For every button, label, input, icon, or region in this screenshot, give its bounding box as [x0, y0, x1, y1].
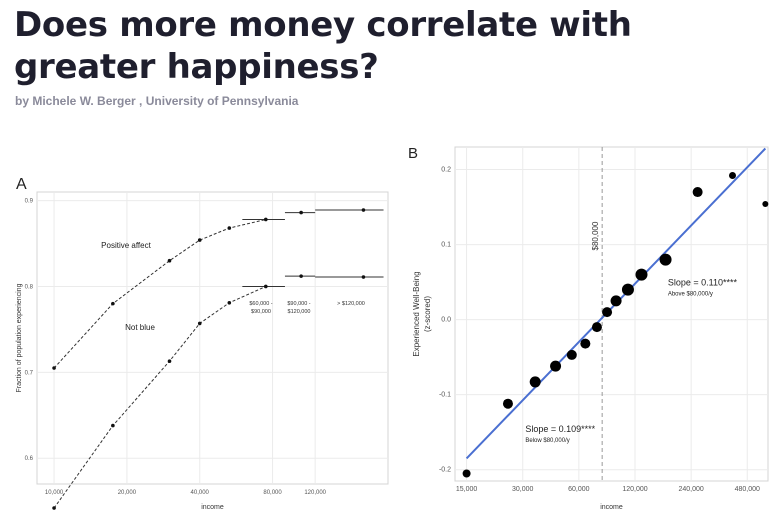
byline-separator: ,: [135, 94, 146, 108]
data-point: [111, 301, 115, 306]
series-label-not-blue: Not blue: [125, 323, 155, 332]
series-line-not-blue: [53, 286, 266, 509]
data-point: [227, 226, 232, 230]
panel-label-b: B: [408, 145, 418, 162]
x-axis-label: income: [600, 504, 623, 511]
y-tick-label: 0.0: [441, 317, 451, 324]
y-tick-label: 0.9: [25, 199, 34, 205]
data-point: [111, 423, 115, 428]
data-point: [635, 268, 648, 281]
data-point: [729, 172, 737, 180]
slope-annotation: Slope = 0.110****: [668, 278, 738, 288]
y-tick-label: 0.7: [25, 370, 34, 376]
x-tick-label: 20,000: [118, 490, 137, 496]
data-point: [762, 201, 769, 208]
data-point: [566, 349, 577, 360]
panel-label-a: A: [16, 176, 27, 193]
data-point: [263, 217, 268, 222]
panel-b-chart: B 15,000 30,000 60,000 120,000 240,000 480,000…: [408, 145, 769, 511]
threshold-label: $80,000: [591, 221, 600, 250]
y-tick-label: 0.1: [441, 242, 451, 249]
series-label-positive-affect: Positive affect: [101, 241, 151, 250]
bracket-label: $60,000 -: [249, 301, 272, 307]
data-point: [263, 284, 268, 289]
x-tick-label: 60,000: [568, 486, 590, 493]
plot-area: [36, 191, 389, 485]
x-tick-label: 80,000: [263, 490, 282, 496]
bracket-label: $90,000 -: [287, 301, 310, 307]
x-tick-label: 40,000: [191, 490, 210, 496]
data-point: [610, 295, 622, 307]
y-tick-label: 0.6: [25, 456, 34, 462]
data-point: [197, 238, 202, 242]
bracket-label: $90,000: [251, 309, 271, 315]
data-point: [529, 376, 541, 388]
article-title: Does more money correlate with greater h…: [14, 5, 632, 87]
data-point: [602, 307, 613, 318]
bracket-label: $120,000: [288, 309, 311, 315]
data-point: [462, 469, 471, 478]
y-tick-label: -0.1: [439, 392, 451, 399]
data-point: [659, 253, 672, 266]
affiliation-link[interactable]: University of Pennsylvania: [145, 94, 299, 108]
byline: by Michele W. Berger , University of Pen…: [15, 94, 298, 108]
data-point: [692, 187, 703, 198]
x-tick-label: 120,000: [304, 490, 326, 496]
slope-annotation-sub: Above $80,000/y: [668, 292, 713, 298]
data-point: [299, 274, 303, 278]
data-point: [227, 300, 232, 305]
x-tick-label: 30,000: [512, 486, 534, 493]
x-tick-label: 120,000: [622, 486, 647, 493]
y-axis-label: Experienced Well-Being: [412, 271, 421, 356]
y-axis-label-sub: (z-scored): [423, 296, 432, 332]
data-point: [52, 506, 56, 510]
data-point: [591, 322, 602, 333]
y-axis-label: Fraction of population experiencing: [16, 283, 23, 392]
data-point: [361, 208, 366, 212]
data-point: [167, 258, 172, 263]
data-point: [621, 283, 634, 296]
x-tick-label: 240,000: [678, 486, 703, 493]
x-tick-label: 480,000: [735, 486, 760, 493]
byline-prefix: by: [15, 94, 33, 108]
slope-annotation: Slope = 0.109****: [525, 424, 595, 434]
data-point: [580, 338, 591, 349]
data-point: [502, 398, 513, 409]
y-tick-label: -0.2: [439, 467, 451, 474]
x-tick-label: 10,000: [45, 490, 64, 496]
x-axis-label: income: [201, 504, 224, 511]
data-point: [550, 360, 562, 372]
x-tick-label: 15,000: [456, 486, 478, 493]
panel-a-chart: A 10,000 20,000 40,000 80,000 120,000 0.6 0.7 0.…: [16, 176, 389, 511]
y-tick-label: 0.8: [25, 284, 34, 290]
data-point: [299, 210, 303, 215]
y-tick-label: 0.2: [441, 167, 451, 174]
data-point: [52, 366, 56, 370]
bracket-label: > $120,000: [337, 301, 365, 307]
author-link[interactable]: Michele W. Berger: [32, 94, 136, 108]
slope-annotation-sub: Below $80,000/y: [525, 438, 569, 444]
data-point: [167, 359, 172, 363]
data-point: [197, 321, 202, 326]
data-point: [361, 275, 366, 279]
series-line-positive-affect: [53, 218, 266, 369]
